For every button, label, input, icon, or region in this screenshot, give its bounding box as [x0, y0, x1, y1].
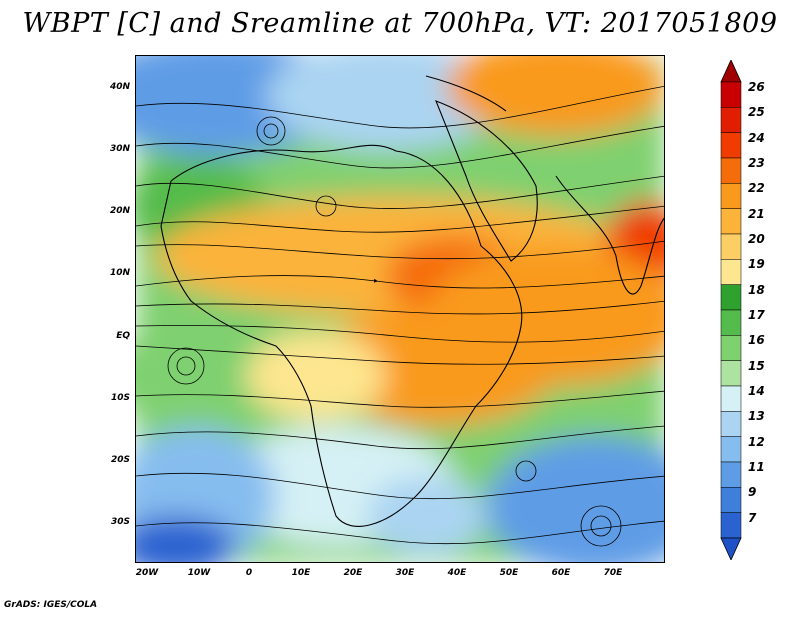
credit-text: GrADS: IGES/COLA — [4, 600, 98, 610]
colorbar-label: 17 — [748, 308, 765, 322]
lon-label: 10W — [187, 568, 211, 578]
colorbar-bottom-arrow — [720, 537, 742, 560]
lon-label: 50E — [499, 568, 519, 578]
colorbar-swatch — [720, 436, 742, 463]
colorbar-label: 11 — [748, 460, 765, 474]
colorbar-label: 20 — [748, 232, 765, 246]
lat-label: 10S — [110, 393, 130, 403]
colorbar-label: 14 — [748, 384, 765, 398]
colorbar-swatch — [720, 233, 742, 260]
colorbar-label: 9 — [748, 485, 757, 500]
colorbar-swatch — [720, 512, 742, 539]
colorbar — [720, 60, 742, 560]
colorbar-label: 7 — [748, 510, 757, 525]
colorbar-swatch — [720, 157, 742, 184]
lon-label: 40E — [447, 568, 467, 578]
lat-label: 10N — [109, 268, 130, 278]
colorbar-swatch — [720, 461, 742, 488]
colorbar-label: 22 — [748, 181, 765, 196]
colorbar-swatch — [720, 107, 742, 133]
lat-label: 30N — [109, 144, 130, 154]
lon-label: 20E — [343, 568, 363, 578]
colorbar-label: 15 — [748, 358, 765, 373]
colorbar-swatch — [720, 360, 742, 387]
lat-label: 30S — [110, 517, 130, 527]
colorbar-label: 23 — [748, 156, 765, 170]
map-panel — [135, 55, 665, 563]
colorbar-swatch — [720, 183, 742, 209]
colorbar-label: 21 — [748, 206, 765, 221]
lat-label: EQ — [116, 331, 130, 341]
colorbar-label: 12 — [748, 434, 765, 449]
colorbar-label: 13 — [748, 409, 765, 424]
coastlines — [160, 75, 664, 527]
colorbar-swatch — [720, 411, 742, 437]
colorbar-swatch — [720, 81, 742, 108]
colorbar-label: 18 — [748, 282, 765, 297]
lon-label: 20W — [135, 568, 159, 578]
lat-label: 20S — [110, 455, 130, 465]
colorbar-swatch — [720, 309, 742, 336]
lon-label: 30E — [395, 568, 415, 578]
colorbar-swatch — [720, 284, 742, 311]
colorbar-swatch — [720, 208, 742, 235]
wbpt-shading — [136, 56, 664, 562]
map-field — [136, 56, 664, 562]
lon-label: 70E — [603, 568, 623, 578]
colorbar-swatch — [720, 132, 742, 159]
lat-label: 40N — [109, 82, 130, 92]
colorbar-swatch — [720, 259, 742, 285]
streamlines — [136, 85, 664, 547]
colorbar-swatch — [720, 335, 742, 361]
lon-label: 10E — [291, 568, 311, 578]
lon-label: 60E — [551, 568, 571, 578]
colorbar-label: 26 — [748, 80, 765, 94]
lon-label: 0 — [245, 568, 253, 578]
colorbar-label: 24 — [748, 130, 765, 145]
colorbar-label: 25 — [748, 105, 765, 120]
colorbar-label: 19 — [748, 257, 765, 272]
lat-label: 20N — [109, 206, 130, 216]
map-title: WBPT [C] and Sreamline at 700hPa, VT: 20… — [22, 8, 778, 39]
colorbar-label: 16 — [748, 333, 765, 348]
colorbar-swatch — [720, 487, 742, 513]
colorbar-swatch — [720, 385, 742, 412]
colorbar-top-arrow — [720, 60, 742, 83]
